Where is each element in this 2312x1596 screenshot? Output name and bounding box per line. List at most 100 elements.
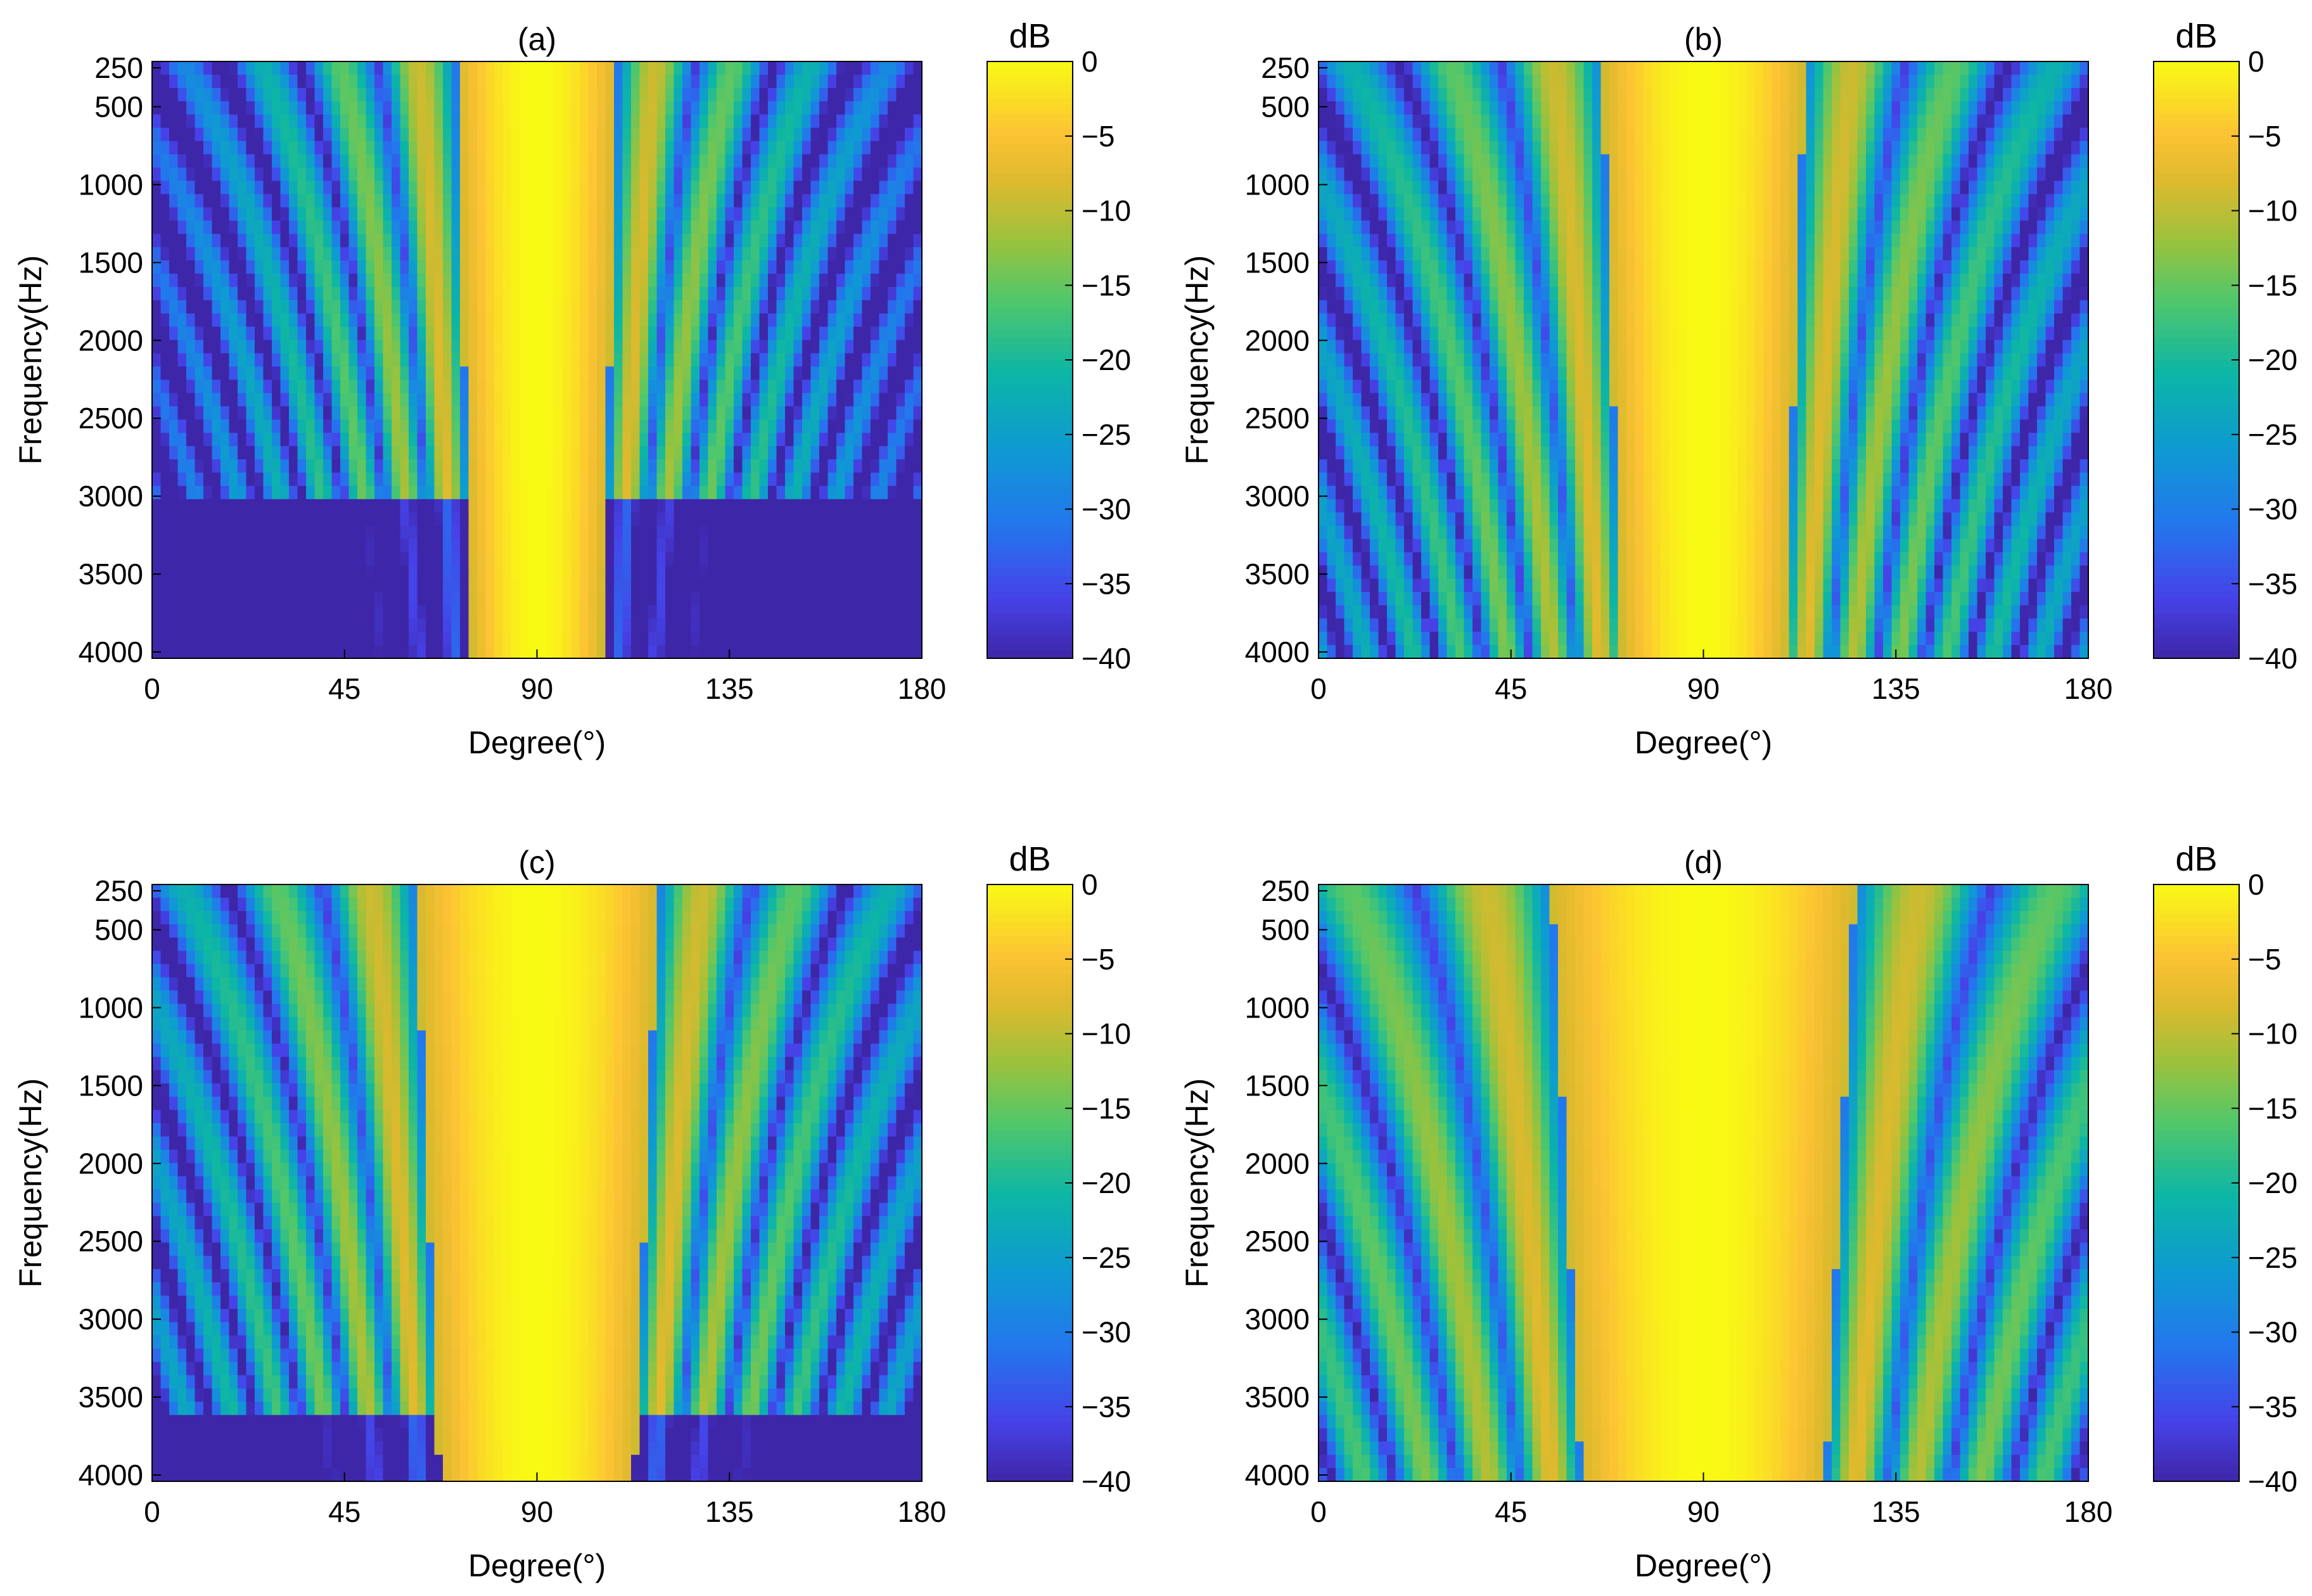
heatmap-cell [280,273,290,288]
heatmap-cell [708,273,717,288]
heatmap-cell [280,260,290,274]
heatmap-cell [1780,74,1790,89]
heatmap-cell [1908,87,1918,102]
heatmap-cell [1498,167,1507,182]
heatmap-cell [751,393,760,407]
heatmap-cell [1849,101,1858,115]
heatmap-cell [468,313,478,328]
colorbar-segment [987,121,1073,129]
heatmap-cell [169,273,179,288]
heatmap-cell [212,167,221,182]
heatmap-cell [819,273,829,288]
heatmap-cell [520,485,529,500]
heatmap-cell [845,472,854,487]
colorbar-segment [987,457,1073,465]
heatmap-cell [160,260,170,274]
heatmap-cell [1618,167,1627,182]
heatmap-cell [674,539,683,553]
heatmap-cell [827,499,837,513]
heatmap-cell [665,592,675,606]
heatmap-cell [682,578,692,593]
heatmap-cell [340,181,350,195]
colorbar-segment [987,181,1073,189]
heatmap-cell [1908,74,1918,89]
heatmap-cell [451,446,461,460]
heatmap-cell [1883,61,1893,75]
heatmap-cell [374,605,384,619]
heatmap-cell [443,273,452,288]
heatmap-cell [314,300,324,314]
heatmap-cell [238,393,247,407]
heatmap-cell [896,74,905,89]
heatmap-cell [203,326,213,341]
heatmap-cell [1455,74,1465,89]
heatmap-cell [725,406,734,420]
heatmap-cell [546,419,555,433]
heatmap-cell [417,101,426,115]
heatmap-cell [896,632,905,646]
heatmap-cell [280,366,290,381]
heatmap-cell [776,181,786,195]
heatmap-cell [443,167,452,182]
heatmap-cell [1336,127,1345,142]
heatmap-cell [160,167,170,182]
heatmap-cell [742,127,751,142]
heatmap-cell [1780,167,1790,182]
heatmap-cell [229,340,238,354]
heatmap-cell [392,141,401,155]
heatmap-cell [699,300,709,314]
heatmap-cell [1934,127,1944,142]
heatmap-cell [896,101,905,115]
heatmap-cell [160,459,170,473]
heatmap-cell [203,114,213,129]
heatmap-cell [1566,114,1576,129]
heatmap-cell [434,446,444,460]
heatmap-cell [665,366,675,381]
heatmap-cell [468,154,478,169]
heatmap-cell [588,366,597,381]
heatmap-cell [879,485,888,500]
heatmap-cell [580,419,589,433]
heatmap-cell [1566,87,1576,102]
heatmap-cell [229,127,238,142]
heatmap-cell [665,459,675,473]
heatmap-cell [776,61,786,75]
heatmap-cell [392,220,401,234]
heatmap-cell [793,605,803,619]
heatmap-cell [426,220,435,234]
heatmap-cell [1370,167,1379,182]
heatmap-cell [528,247,538,261]
heatmap-cell [896,419,905,433]
heatmap-cell [1438,127,1448,142]
heatmap-cell [563,181,572,195]
heatmap-cell [494,485,504,500]
heatmap-cell [563,472,572,487]
heatmap-cell [220,101,230,115]
heatmap-cell [511,74,521,89]
heatmap-cell [246,366,255,381]
heatmap-cell [571,313,580,328]
heatmap-cell [717,366,726,381]
heatmap-cell [520,632,529,646]
heatmap-cell [639,578,649,593]
heatmap-cell [905,340,914,354]
heatmap-cell [494,565,504,580]
heatmap-cell [494,181,504,195]
heatmap-cell [622,207,632,221]
heatmap-cell [468,181,478,195]
heatmap-cell [845,552,854,566]
heatmap-cell [588,313,597,328]
heatmap-cell [1678,101,1687,115]
heatmap-cell [742,472,751,487]
heatmap-cell [648,127,658,142]
heatmap-cell [460,419,469,433]
heatmap-cell [203,247,213,261]
heatmap-cell [434,539,444,553]
heatmap-cell [717,300,726,314]
heatmap-cell [340,406,350,420]
heatmap-cell [1378,154,1388,169]
heatmap-cell [528,194,538,208]
heatmap-cell [563,459,572,473]
heatmap-cell [1447,61,1456,75]
heatmap-cell [580,340,589,354]
